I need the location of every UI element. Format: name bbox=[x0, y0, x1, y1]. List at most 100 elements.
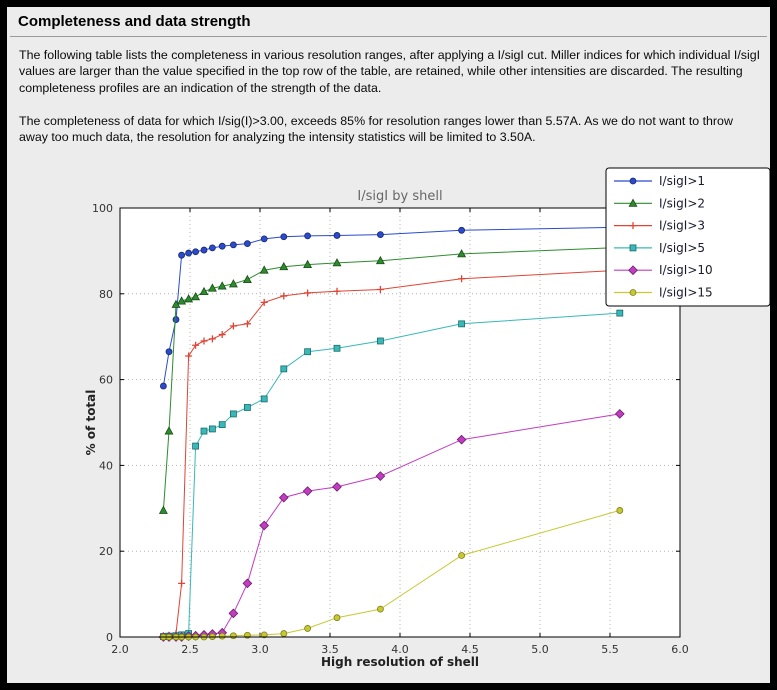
series-marker bbox=[458, 275, 466, 283]
completeness-chart: 2.0 2.5 3.0 3.5 4.0 4.5 5.0 5.5 6.0 0 20 40 60 80 100 I… bbox=[84, 167, 770, 669]
x-tick-label: 4.5 bbox=[461, 643, 479, 656]
series-marker bbox=[192, 248, 200, 256]
series-marker bbox=[332, 258, 342, 267]
series-marker bbox=[629, 289, 637, 296]
series-marker bbox=[243, 404, 251, 411]
series-marker bbox=[304, 289, 312, 297]
y-tick-label: 60 bbox=[99, 374, 113, 387]
series-marker bbox=[279, 261, 289, 271]
series-marker bbox=[218, 331, 226, 339]
series-marker bbox=[260, 631, 268, 639]
x-tick-label: 2.0 bbox=[111, 643, 129, 656]
series-marker bbox=[192, 442, 200, 450]
series-marker bbox=[229, 410, 237, 418]
legend-label: I/sigI>1 bbox=[659, 174, 705, 188]
series-marker bbox=[260, 395, 268, 403]
legend-label: I/sigI>2 bbox=[659, 196, 705, 210]
intro-paragraph: The following table lists the completene… bbox=[19, 48, 761, 95]
series-marker bbox=[332, 481, 342, 492]
title-divider bbox=[10, 36, 767, 37]
legend-box bbox=[605, 167, 770, 307]
page-title: Completeness and data strength bbox=[18, 13, 251, 30]
series-marker bbox=[259, 265, 269, 274]
series-marker bbox=[629, 177, 637, 185]
series-marker bbox=[218, 632, 226, 640]
series-marker bbox=[178, 579, 186, 587]
series-marker bbox=[242, 274, 252, 284]
series-marker bbox=[200, 427, 208, 435]
series-marker bbox=[303, 259, 313, 269]
y-tick-label: 100 bbox=[92, 202, 113, 215]
series-marker bbox=[629, 244, 637, 252]
series-marker bbox=[280, 365, 288, 373]
series-marker bbox=[333, 232, 341, 239]
series-marker bbox=[185, 249, 193, 257]
series-line bbox=[162, 226, 620, 387]
series-marker bbox=[200, 246, 208, 254]
x-tick-label: 5.5 bbox=[601, 643, 619, 656]
series-marker bbox=[616, 507, 624, 514]
chart-title-text: I/sigI by shell bbox=[357, 189, 442, 204]
y-axis-label: % of total bbox=[84, 390, 98, 456]
series-marker bbox=[228, 279, 238, 288]
series-marker bbox=[229, 632, 237, 640]
series-marker bbox=[165, 348, 173, 356]
y-tick-label: 20 bbox=[99, 545, 113, 558]
series-marker bbox=[199, 286, 209, 296]
series-marker bbox=[259, 520, 270, 531]
series-line bbox=[163, 269, 620, 637]
series-marker bbox=[458, 552, 466, 559]
series-marker bbox=[457, 249, 467, 258]
series-marker bbox=[260, 235, 268, 243]
series-marker bbox=[376, 286, 384, 294]
y-tick-label: 0 bbox=[106, 631, 113, 644]
x-tick-label: 3.5 bbox=[321, 643, 339, 656]
x-tick-label: 4.0 bbox=[391, 643, 409, 656]
series-marker bbox=[629, 222, 637, 230]
series-marker bbox=[375, 255, 385, 265]
series-marker bbox=[304, 232, 312, 240]
series-marker bbox=[228, 608, 239, 619]
series-marker bbox=[280, 630, 288, 637]
series-marker bbox=[302, 486, 313, 497]
series-marker bbox=[184, 294, 194, 303]
series-marker bbox=[376, 337, 384, 345]
y-tick-label: 40 bbox=[99, 459, 113, 472]
series-marker bbox=[614, 409, 625, 419]
series-marker bbox=[192, 341, 200, 349]
series-marker bbox=[333, 287, 341, 295]
series-marker bbox=[229, 241, 237, 249]
series-marker bbox=[243, 240, 251, 248]
axes-frame bbox=[119, 207, 681, 638]
x-tick-label: 5.0 bbox=[531, 643, 549, 656]
series-marker bbox=[375, 471, 386, 481]
series-marker bbox=[333, 614, 341, 622]
series-marker bbox=[229, 322, 237, 330]
series-marker bbox=[207, 283, 217, 292]
series-marker bbox=[243, 320, 251, 328]
series-marker bbox=[376, 231, 384, 238]
series-marker bbox=[208, 244, 216, 252]
legend-label: I/sigI>3 bbox=[659, 219, 705, 233]
x-tick-label: 6.0 bbox=[671, 643, 689, 656]
series-marker bbox=[159, 382, 167, 390]
series-marker bbox=[260, 298, 268, 306]
series-marker bbox=[280, 233, 288, 241]
series-marker bbox=[376, 605, 384, 613]
legend-label: I/sigI>5 bbox=[659, 241, 705, 255]
series-marker bbox=[172, 316, 180, 323]
series-marker bbox=[191, 291, 201, 301]
report-page: Completeness and data strength The follo… bbox=[7, 7, 770, 683]
series-marker bbox=[616, 309, 624, 317]
series-marker bbox=[458, 226, 466, 234]
series-marker bbox=[242, 578, 253, 589]
series-marker bbox=[333, 344, 341, 352]
x-axis-label: High resolution of shell bbox=[321, 655, 479, 669]
y-tick-label: 80 bbox=[99, 288, 113, 301]
series-marker bbox=[185, 352, 193, 360]
series-marker bbox=[304, 348, 312, 356]
plot-background bbox=[120, 208, 680, 637]
series-marker bbox=[178, 251, 186, 259]
series-marker bbox=[200, 337, 208, 345]
